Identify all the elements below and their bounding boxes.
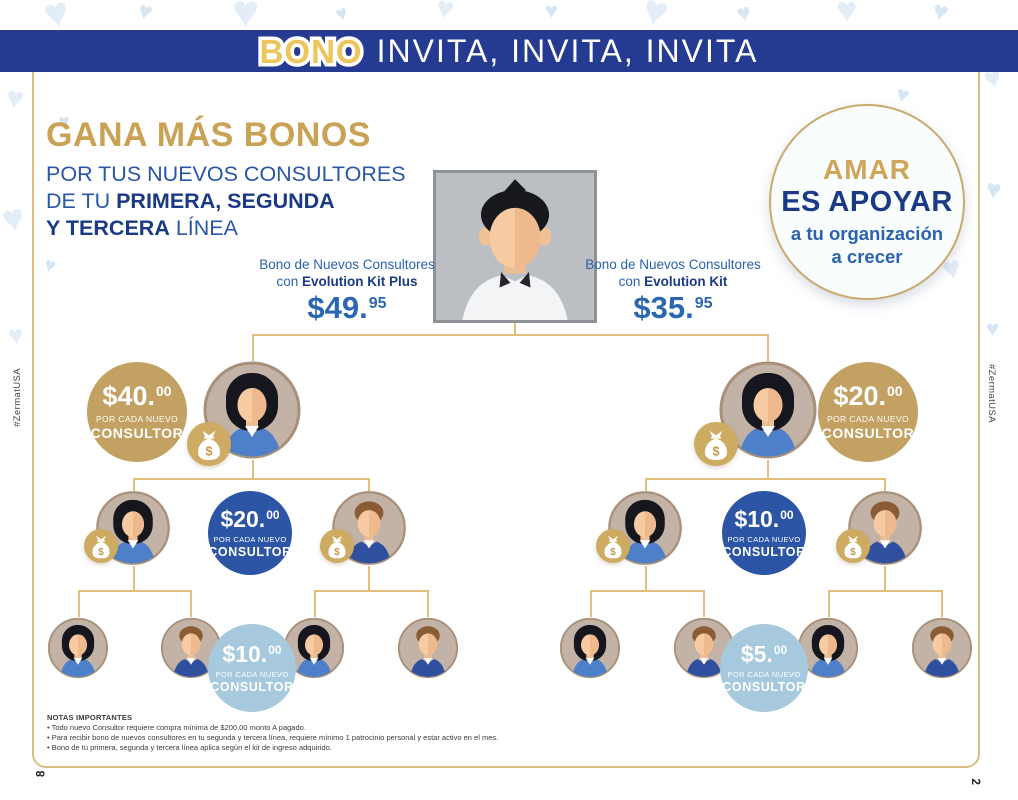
kit-label-basic: Bono de Nuevos Consultores con Evolution…: [548, 256, 798, 323]
badge-word-amar: AMAR: [823, 154, 911, 185]
tree-line: [252, 334, 769, 336]
bonus-circle-left-level1: $40.00 POR CADA NUEVO CONSULTOR: [87, 362, 187, 462]
banner-title-text: INVITA, INVITA, INVITA: [376, 33, 759, 69]
heart-icon: ♥: [134, 0, 156, 27]
heart-icon: ♥: [332, 1, 351, 27]
root-consultant-photo-icon: [433, 170, 597, 323]
heart-icon: ♥: [0, 196, 29, 242]
tree-line: [314, 590, 316, 617]
headline-title: GANA MÁS BONOS: [46, 116, 371, 154]
heart-icon: ♥: [545, 0, 559, 23]
woman-avatar-icon: [47, 617, 109, 679]
notes-title: NOTAS IMPORTANTES: [47, 713, 133, 722]
money-bag-icon: [320, 529, 354, 563]
bonus-circle-right-level1: $20.00 POR CADA NUEVO CONSULTOR: [818, 362, 918, 462]
bonus-circle-right-level2: $10.00 POR CADA NUEVO CONSULTOR: [722, 491, 806, 575]
money-bag-icon: [694, 422, 738, 466]
badge-subtext: a tu organización a crecer: [790, 223, 944, 267]
money-bag-icon: [187, 422, 231, 466]
bonus-circle-left-level3: $10.00 POR CADA NUEVO CONSULTOR: [208, 624, 296, 712]
bonus-circle-right-level3: $5.00 POR CADA NUEVO CONSULTOR: [720, 624, 808, 712]
note-bullet: • Todo nuevo Consultor requiere compra m…: [47, 723, 306, 732]
heart-icon: ♥: [3, 80, 27, 117]
tree-line: [590, 590, 705, 592]
headline-line1: POR TUS NUEVOS CONSULTORES: [46, 162, 406, 186]
tree-line: [427, 590, 429, 617]
kit-price-basic: $35.95: [633, 290, 713, 325]
money-bag-icon: [596, 529, 630, 563]
badge-word-es-apoyar: ES APOYAR: [781, 186, 953, 218]
tree-line: [767, 460, 769, 478]
woman-avatar-icon: [559, 617, 621, 679]
page-number-right: 2: [968, 778, 981, 785]
banner-highlight-word: BONO BONO: [256, 31, 365, 71]
money-bag-icon: [836, 529, 870, 563]
tree-line: [828, 590, 830, 617]
tree-line: [314, 590, 429, 592]
heart-icon: ♥: [232, 0, 260, 37]
tree-line: [252, 460, 254, 478]
important-notes: NOTAS IMPORTANTES • Todo nuevo Consultor…: [47, 713, 498, 752]
man-avatar-icon: [911, 617, 973, 679]
headline-line3: Y TERCERA LÍNEA: [46, 216, 238, 240]
tree-line: [368, 478, 370, 491]
heart-icon: ♥: [986, 316, 1000, 341]
tree-line: [590, 590, 592, 617]
tree-line: [703, 590, 705, 617]
tree-line: [190, 590, 192, 617]
heart-icon: ♥: [5, 319, 26, 351]
tree-line: [133, 566, 135, 590]
tree-line: [514, 321, 516, 334]
heart-icon: ♥: [58, 111, 70, 133]
kit-label-plus: Bono de Nuevos Consultores con Evolution…: [222, 256, 472, 323]
tree-line: [884, 478, 886, 491]
heart-icon: ♥: [983, 173, 1004, 205]
tree-line: [133, 478, 370, 480]
hashtag-left: #ZermatUSA: [12, 368, 23, 427]
tree-line: [645, 478, 647, 491]
page-number-left: 8: [35, 770, 48, 777]
tree-line: [645, 478, 886, 480]
note-bullet: • Para recibir bono de nuevos consultore…: [47, 732, 499, 742]
tree-line: [884, 566, 886, 590]
amar-badge: AMAR ES APOYAR a tu organización a crecer: [769, 104, 965, 300]
heart-icon: ♥: [836, 0, 858, 30]
bonus-circle-left-level2: $20.00 POR CADA NUEVO CONSULTOR: [208, 491, 292, 575]
tree-line: [645, 566, 647, 590]
heart-icon: ♥: [930, 0, 952, 28]
tree-line: [133, 478, 135, 491]
heart-icon: ♥: [734, 0, 754, 29]
note-bullet: • Bono de tu primera, segunda y tercera …: [47, 742, 332, 752]
title-banner: BONO BONO INVITA, INVITA, INVITA: [0, 30, 1018, 72]
man-avatar-icon: [397, 617, 459, 679]
tree-line: [767, 334, 769, 361]
headline-line2: DE TU PRIMERA, SEGUNDA: [46, 189, 335, 213]
tree-line: [78, 590, 192, 592]
kit-price-plus: $49.95: [307, 290, 387, 325]
headline-block: GANA MÁS BONOS POR TUS NUEVOS CONSULTORE…: [46, 116, 406, 242]
tree-line: [252, 334, 254, 361]
tree-line: [828, 590, 943, 592]
hashtag-right: #ZermatUSA: [986, 364, 997, 423]
money-bag-icon: [84, 529, 118, 563]
tree-line: [941, 590, 943, 617]
heart-icon: ♥: [433, 0, 457, 27]
tree-line: [368, 566, 370, 590]
tree-line: [78, 590, 80, 617]
